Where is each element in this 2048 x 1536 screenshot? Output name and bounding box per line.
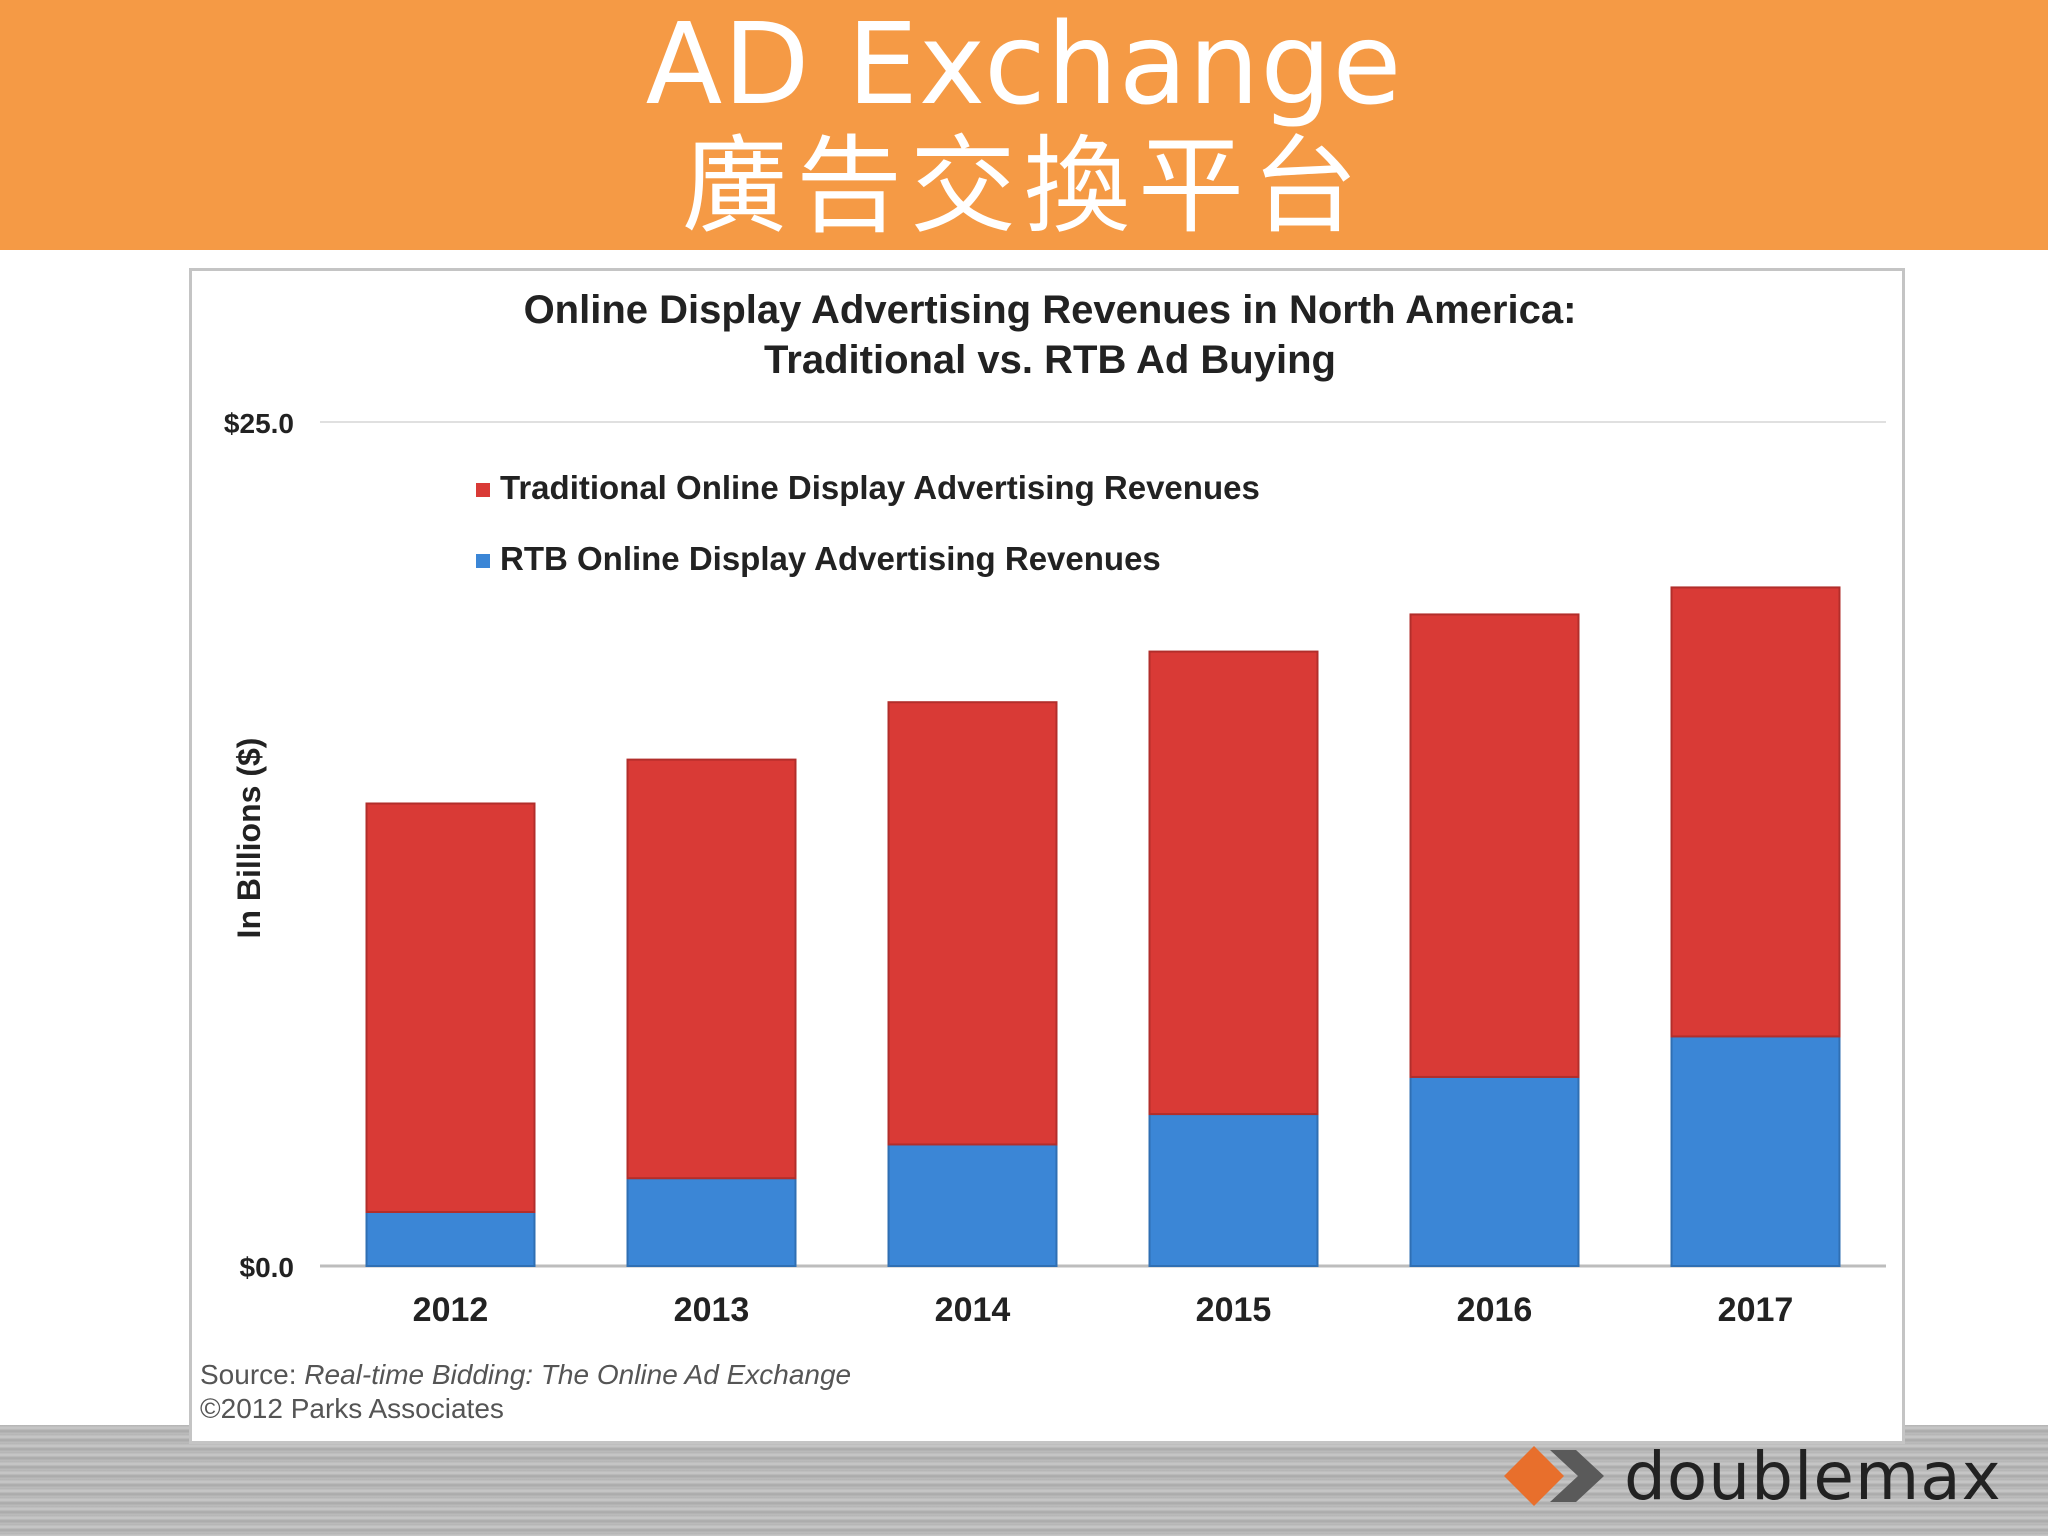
- y-axis-label: In Billions ($): [231, 738, 267, 939]
- bar-traditional-2014: [887, 701, 1058, 1146]
- legend-swatch: [476, 554, 490, 568]
- source-title: Real-time Bidding: The Online Ad Exchang…: [304, 1359, 851, 1390]
- doublemax-logo: doublemax: [1500, 1436, 2040, 1516]
- bar-traditional-2013: [626, 758, 797, 1180]
- slide-header: AD Exchange 廣告交換平台: [0, 0, 2048, 250]
- legend-label: Traditional Online Display Advertising R…: [500, 469, 1260, 506]
- x-tick-label: 2017: [1718, 1291, 1794, 1329]
- bar-traditional-2016: [1409, 613, 1580, 1078]
- legend-label: RTB Online Display Advertising Revenues: [500, 540, 1161, 577]
- x-tick-label: 2015: [1196, 1291, 1272, 1329]
- x-tick-label: 2016: [1457, 1291, 1533, 1329]
- source-prefix: Source:: [200, 1359, 304, 1390]
- bar-rtb-2012: [365, 1210, 536, 1268]
- doublemax-logo-mark: [1504, 1446, 1604, 1506]
- legend-swatch: [476, 483, 490, 497]
- chart-title-line-1: Online Display Advertising Revenues in N…: [524, 288, 1577, 332]
- x-tick-label: 2013: [674, 1291, 750, 1329]
- x-tick-label: 2012: [413, 1291, 489, 1329]
- bar-rtb-2014: [887, 1143, 1058, 1267]
- chart-frame: Online Display Advertising Revenues in N…: [189, 268, 1905, 1444]
- chart-title-line-2: Traditional vs. RTB Ad Buying: [764, 338, 1336, 382]
- bar-rtb-2015: [1148, 1113, 1319, 1268]
- bar-rtb-2013: [626, 1177, 797, 1267]
- bar-traditional-2012: [365, 802, 536, 1213]
- y-tick-label: $0.0: [240, 1252, 295, 1283]
- bar-rtb-2016: [1409, 1075, 1580, 1267]
- bar-traditional-2017: [1670, 586, 1841, 1038]
- x-tick-label: 2014: [935, 1291, 1011, 1329]
- slide-subtitle: 廣告交換平台: [682, 125, 1366, 248]
- bar-traditional-2015: [1148, 650, 1319, 1116]
- doublemax-logo-text: doublemax: [1624, 1437, 2002, 1515]
- bar-rtb-2017: [1670, 1035, 1841, 1267]
- chart-source: Source: Real-time Bidding: The Online Ad…: [200, 1359, 851, 1390]
- chart-copyright: ©2012 Parks Associates: [200, 1393, 504, 1424]
- stacked-bar-chart: Online Display Advertising Revenues in N…: [200, 288, 1886, 1424]
- slide-title: AD Exchange: [645, 0, 1403, 130]
- y-tick-label: $25.0: [224, 408, 294, 439]
- plot-area: $25.0 $0.0 2012 2013 2014 2015 2016 2017 Traditi…: [224, 408, 1886, 1329]
